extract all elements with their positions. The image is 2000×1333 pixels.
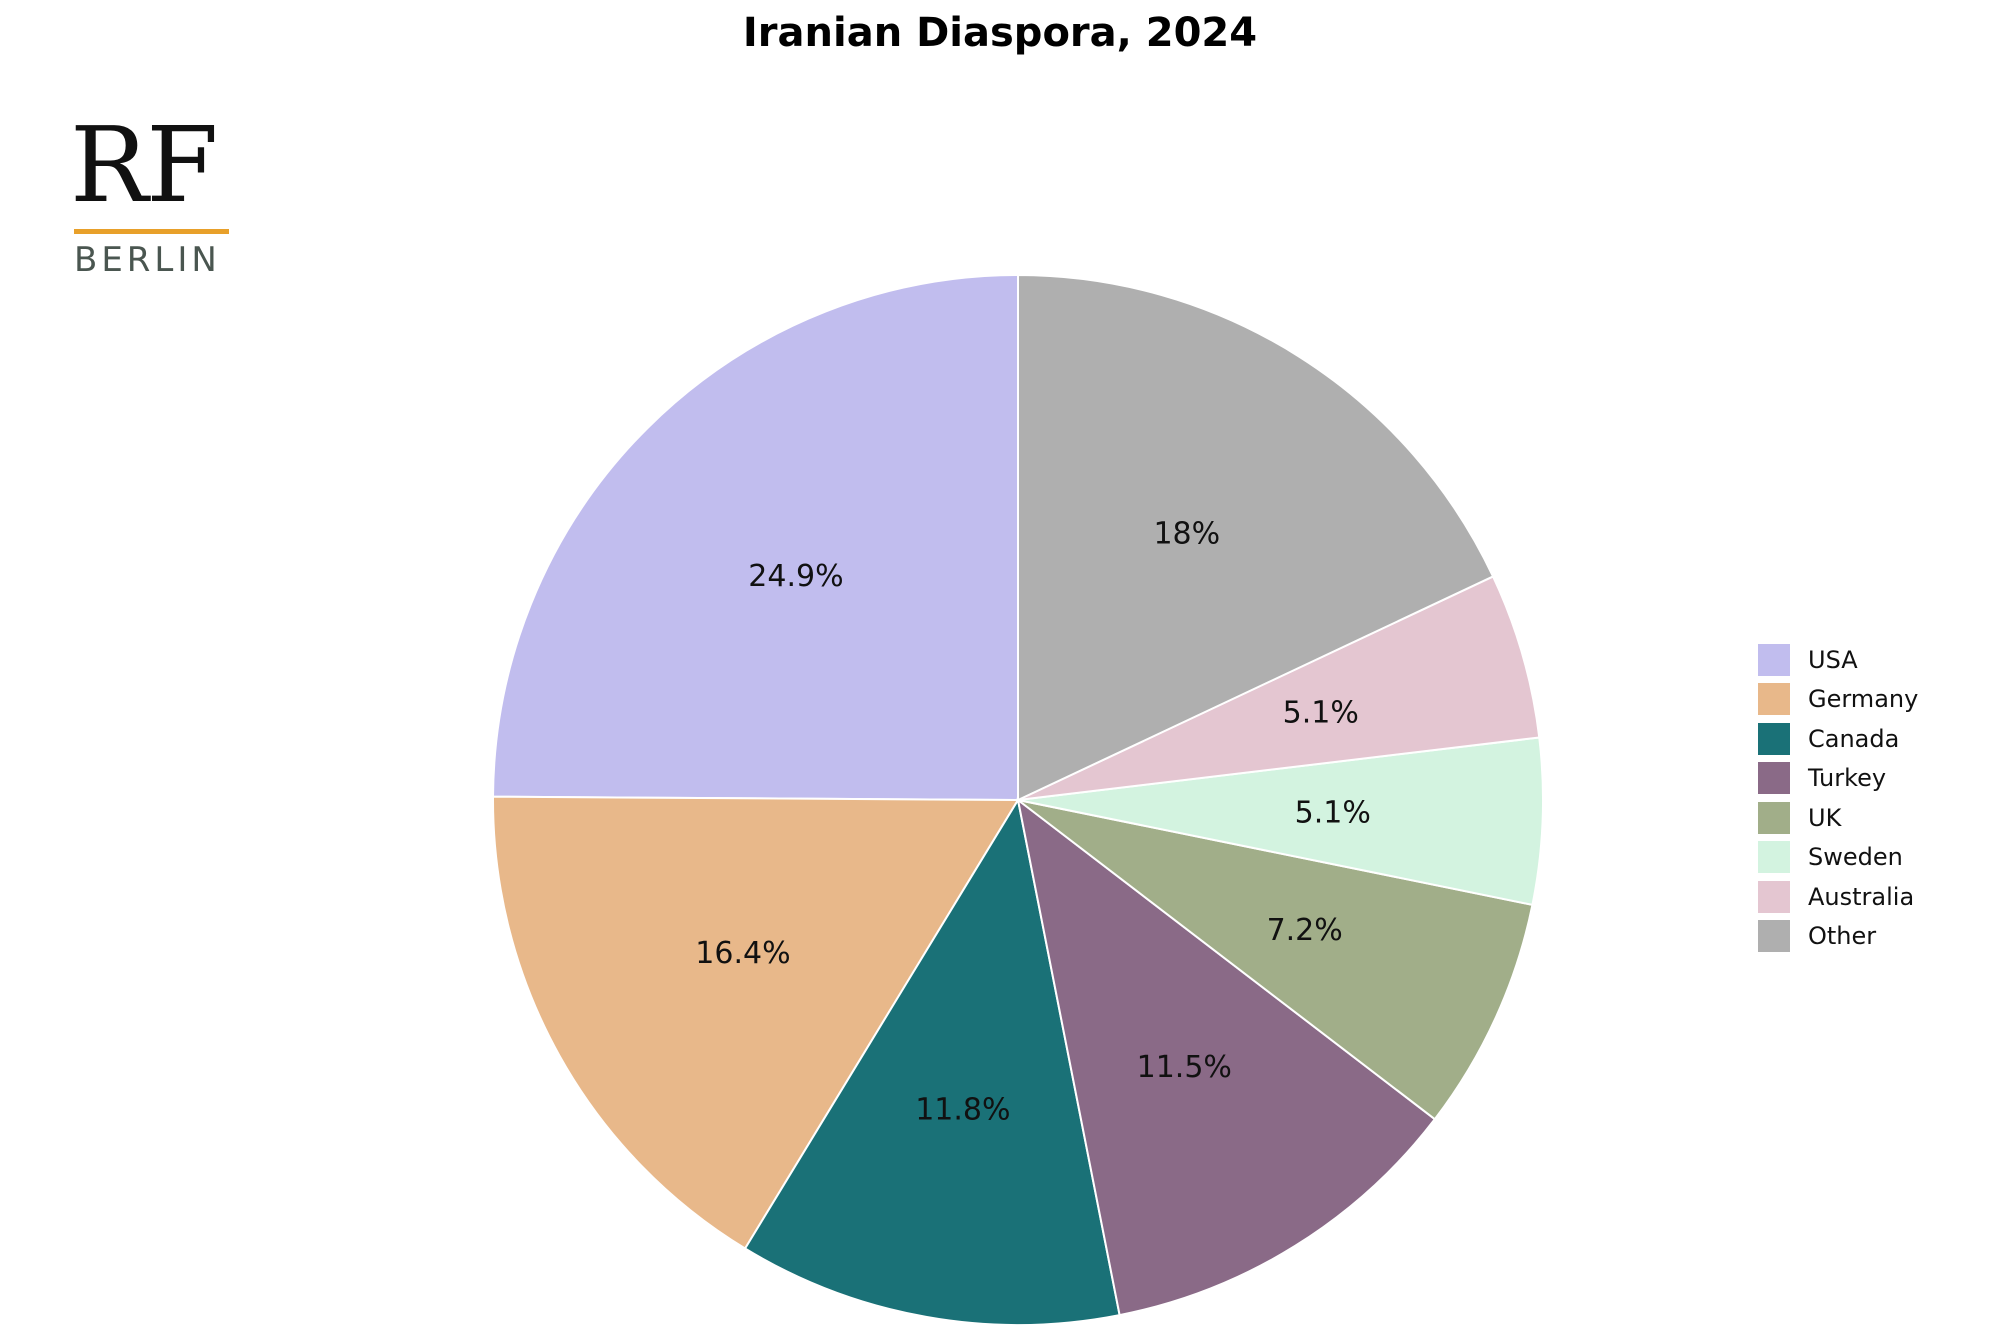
chart-title: Iranian Diaspora, 2024 — [742, 10, 1258, 56]
legend-label: USA — [1808, 645, 1858, 674]
legend: USA Germany Canada Turkey UK Sweden Australia O… — [1758, 640, 1918, 956]
pie-slices — [492, 273, 1544, 1326]
legend-swatch — [1758, 880, 1790, 913]
slice-label-usa: 24.9% — [748, 559, 843, 594]
legend-label: Germany — [1808, 685, 1919, 714]
legend-swatch — [1758, 643, 1790, 676]
legend-item-turkey: Turkey — [1758, 759, 1918, 799]
legend-item-canada: Canada — [1758, 719, 1918, 759]
pie-slice-turkey — [1016, 797, 1437, 1317]
legend-swatch — [1758, 920, 1790, 953]
slice-label-germany: 16.4% — [695, 936, 790, 971]
legend-label: Sweden — [1808, 843, 1903, 872]
legend-item-australia: Australia — [1758, 877, 1918, 917]
pie-slice-usa — [492, 273, 1019, 802]
legend-item-usa: USA — [1758, 640, 1918, 680]
pie-slice-sweden — [1017, 736, 1544, 907]
legend-swatch — [1758, 683, 1790, 716]
slice-label-sweden: 5.1% — [1295, 795, 1371, 830]
pie-slice-canada — [743, 797, 1121, 1326]
legend-item-germany: Germany — [1758, 680, 1918, 720]
legend-label: Canada — [1808, 724, 1900, 753]
logo-accent-line — [74, 229, 229, 234]
legend-label: Turkey — [1808, 764, 1887, 793]
pie-slice-other — [1017, 273, 1495, 802]
legend-swatch — [1758, 762, 1790, 795]
pie-slice-labels: 24.9% 16.4% 11.8% 11.5% 7.2% 5.1% 5.1% 18% — [695, 517, 1371, 1128]
legend-swatch — [1758, 801, 1790, 834]
legend-item-other: Other — [1758, 917, 1918, 957]
legend-item-sweden: Sweden — [1758, 838, 1918, 878]
legend-label: Other — [1808, 922, 1877, 951]
rf-berlin-logo: RF BERLIN — [70, 104, 230, 280]
pie-slice-uk — [1017, 799, 1534, 1121]
logo-subtitle: BERLIN — [74, 240, 221, 280]
slice-label-turkey: 11.5% — [1137, 1050, 1232, 1085]
slice-label-uk: 7.2% — [1267, 913, 1343, 948]
legend-swatch — [1758, 841, 1790, 874]
slice-label-other: 18% — [1153, 517, 1220, 552]
slice-label-canada: 11.8% — [915, 1093, 1010, 1128]
legend-label: Australia — [1808, 882, 1915, 911]
logo-mark: RF — [70, 104, 218, 226]
legend-item-uk: UK — [1758, 798, 1918, 838]
pie-slice-germany — [492, 795, 1020, 1250]
legend-label: UK — [1808, 803, 1842, 832]
slice-label-australia: 5.1% — [1283, 696, 1359, 731]
legend-swatch — [1758, 722, 1790, 755]
pie-slice-australia — [1017, 575, 1541, 801]
